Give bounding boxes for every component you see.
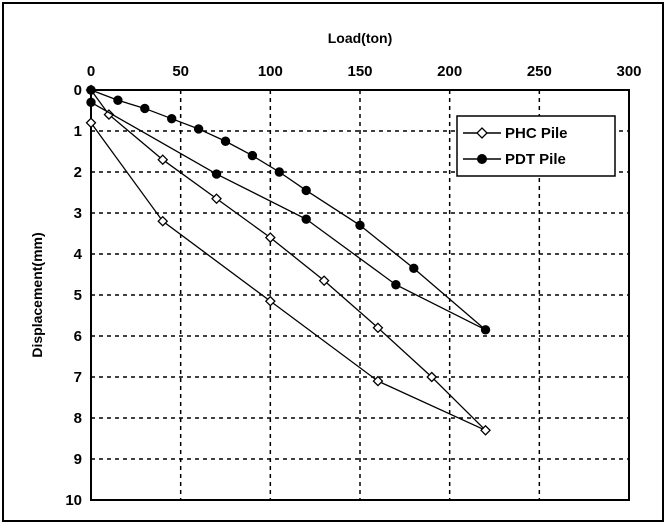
data-point: [409, 263, 419, 274]
data-point: [211, 193, 222, 205]
y-tick-label: 10: [65, 492, 82, 509]
legend-box: [456, 115, 616, 177]
legend: PHC Pile PDT Pile: [456, 115, 616, 177]
data-point: [113, 95, 123, 105]
y-tick-label: 0: [74, 82, 82, 99]
legend-marker-phc: [476, 127, 488, 139]
legend-marker-pdt: [477, 154, 487, 164]
y-tick-label: 2: [74, 164, 82, 181]
data-point: [318, 275, 330, 287]
y-tick-label: 3: [74, 205, 82, 222]
y-tick-label: 8: [74, 410, 82, 427]
tick-labels: 0 50 100 150 200 250 300 0 1 2 3 4 5 6 7 8 9 10: [65, 63, 641, 509]
y-axis-title: Displacement(mm): [29, 232, 45, 357]
data-point: [157, 215, 169, 227]
x-tick-label: 150: [347, 63, 372, 80]
x-axis-title: Load(ton): [328, 30, 393, 46]
x-tick-label: 0: [87, 63, 95, 80]
chart-svg: 0 50 100 150 200 250 300 0 1 2 3 4 5 6 7 8 9 10 Load(ton)…: [29, 30, 642, 509]
data-point: [274, 167, 284, 177]
data-point: [247, 150, 258, 161]
x-tick-label: 250: [527, 63, 552, 80]
data-point: [480, 325, 491, 335]
data-point: [86, 97, 96, 108]
data-point: [140, 103, 150, 114]
series-line: [90, 89, 486, 331]
x-tick-label: 50: [172, 63, 189, 80]
x-tick-label: 100: [258, 63, 283, 80]
x-tick-label: 200: [437, 63, 462, 80]
data-point: [103, 109, 115, 121]
series-phc-pile: [85, 84, 491, 436]
data-point: [264, 295, 276, 307]
data-point: [85, 117, 97, 129]
data-point: [193, 124, 204, 134]
data-point: [301, 185, 311, 196]
y-tick-label: 6: [74, 328, 82, 345]
data-point: [480, 424, 491, 436]
y-tick-label: 4: [74, 246, 83, 263]
x-tick-label: 300: [616, 63, 641, 80]
y-tick-label: 9: [74, 451, 82, 468]
data-point: [220, 136, 231, 146]
data-point: [391, 280, 401, 290]
series-pdt-pile: [86, 85, 491, 335]
chart-frame: 0 50 100 150 200 250 300 0 1 2 3 4 5 6 7 8 9 10 Load(ton)…: [2, 2, 664, 522]
series-layer: [85, 84, 491, 436]
data-point: [264, 232, 276, 244]
y-tick-label: 5: [74, 287, 82, 304]
y-tick-label: 1: [74, 123, 82, 140]
data-point: [157, 154, 169, 166]
data-point: [301, 214, 311, 224]
data-point: [211, 169, 222, 179]
legend-label-pdt: PDT Pile: [505, 151, 566, 168]
data-point: [426, 371, 438, 383]
data-point: [355, 220, 365, 231]
y-tick-label: 7: [74, 369, 82, 386]
data-point: [372, 375, 384, 387]
data-point: [167, 114, 177, 124]
data-point: [372, 322, 384, 334]
legend-label-phc: PHC Pile: [505, 125, 568, 142]
data-point: [86, 85, 96, 95]
